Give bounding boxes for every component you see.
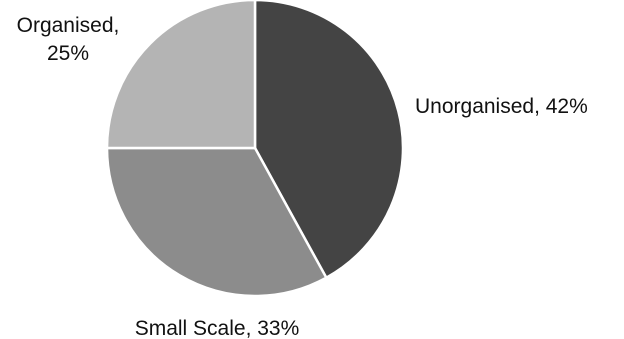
pie-label-organised: Organised, 25% <box>17 14 120 65</box>
pie-slice-small-scale <box>105 146 328 298</box>
pie-label-unorganised: Unorganised, 42% <box>415 95 588 118</box>
pie-slice-unorganised <box>253 0 405 280</box>
pie-labels: Unorganised, 42% Small Scale, 33% Organise… <box>17 14 588 339</box>
pie-slices <box>105 0 405 298</box>
pie-label-small-scale: Small Scale, 33% <box>135 317 300 339</box>
pie-slice-organised <box>105 0 257 150</box>
